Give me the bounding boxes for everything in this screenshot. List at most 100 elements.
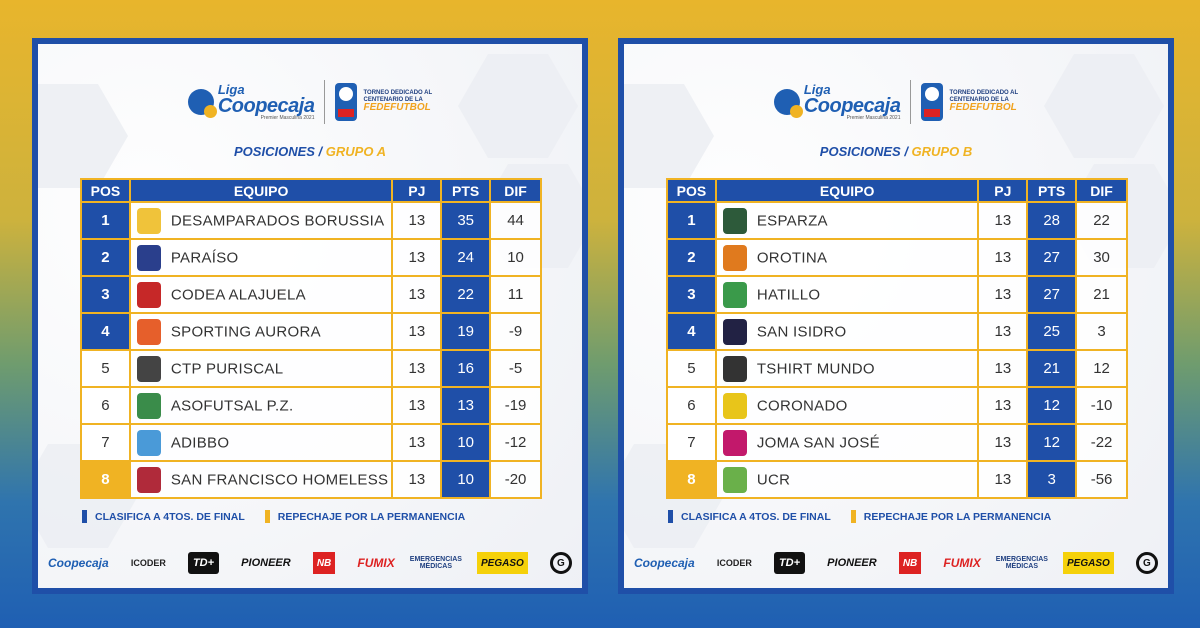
liga-name: Coopecaja [217, 95, 315, 117]
pos-cell: 1 [666, 201, 717, 240]
legend-label: CLASIFICA A 4TOS. DE FINAL [95, 510, 245, 523]
sponsor-icoder: ICODER [130, 558, 166, 568]
table-row: 4 SAN ISIDRO 13 25 3 [666, 312, 1128, 351]
legend-playoff: REPECHAJE POR LA PERMANENCIA [264, 510, 466, 523]
team-crest-icon [136, 466, 161, 493]
coopecaja-logo-icon [187, 89, 217, 118]
standings-label: POSICIONES [819, 144, 901, 159]
sponsor-fumix: FUMIX [943, 556, 981, 570]
liga-label: Liga [803, 82, 831, 97]
sponsor-emergencias: EMERGENCIAS MÉDICAS [995, 556, 1048, 570]
pts-cell: 19 [440, 312, 492, 351]
team-name: SPORTING AURORA [170, 323, 321, 340]
sponsor-pioneer: PIONEER [241, 557, 291, 569]
pts-cell: 3 [1026, 460, 1078, 499]
liga-label: Liga [217, 82, 245, 97]
sponsor-pegaso: PEGASO [1062, 552, 1114, 574]
table-row: 2 OROTINA 13 27 30 [666, 238, 1128, 277]
col-pos: POS [80, 178, 131, 203]
dif-cell: 12 [1075, 349, 1128, 388]
pos-cell: 4 [80, 312, 131, 351]
team-cell: SPORTING AURORA [128, 312, 394, 351]
pts-cell: 35 [440, 201, 492, 240]
pos-cell: 2 [80, 238, 131, 277]
sponsor-tdm: TD+ [187, 552, 220, 574]
torneo-line: CENTENARIO DE LA [363, 96, 423, 103]
dif-cell: -10 [1075, 386, 1128, 425]
dif-cell: -19 [489, 386, 542, 425]
table-body: 1 DESAMPARADOS BORUSSIA 13 35 44 2 PARAÍSO 13 24… [80, 201, 542, 499]
sponsor-g: G [549, 552, 572, 574]
team-name: TSHIRT MUNDO [756, 360, 875, 377]
table-row: 2 PARAÍSO 13 24 10 [80, 238, 542, 277]
pts-cell: 27 [1026, 275, 1078, 314]
torneo-text: TORNEO DEDICADO AL CENTENARIO DE LA FEDE… [363, 90, 432, 113]
panel-group-a: Liga Coopecaja Premier Masculina 2021 TO… [32, 38, 588, 594]
panel-inner: Liga Coopecaja Premier Masculina 2021 TO… [624, 44, 1168, 588]
pj-cell: 13 [391, 349, 443, 388]
pj-cell: 13 [977, 349, 1029, 388]
group-label: GRUPO A [325, 144, 386, 159]
team-crest-icon [136, 207, 161, 234]
legend-swatch [668, 510, 673, 523]
table-row: 6 ASOFUTSAL P.Z. 13 13 -19 [80, 386, 542, 425]
team-crest-icon [722, 392, 747, 419]
dif-cell: 30 [1075, 238, 1128, 277]
pts-cell: 21 [1026, 349, 1078, 388]
sponsor-pegaso: PEGASO [476, 552, 528, 574]
table-row: 8 SAN FRANCISCO HOMELESS 13 10 -20 [80, 460, 542, 499]
sponsor-nb: NB [898, 552, 922, 574]
team-cell: PARAÍSO [128, 238, 394, 277]
pj-cell: 13 [977, 386, 1029, 425]
legend-swatch [264, 510, 270, 523]
team-crest-icon [722, 207, 747, 234]
divider [910, 80, 912, 124]
table-row: 7 ADIBBO 13 10 -12 [80, 423, 542, 462]
legend-label: REPECHAJE POR LA PERMANENCIA [277, 510, 466, 523]
team-name: HATILLO [756, 286, 821, 303]
col-pts: PTS [1026, 178, 1078, 203]
sponsor-tdm: TD+ [773, 552, 806, 574]
sponsor-g: G [1135, 552, 1158, 574]
pj-cell: 13 [391, 201, 443, 240]
team-name: CORONADO [756, 397, 848, 414]
team-name: SAN FRANCISCO HOMELESS [170, 471, 389, 488]
team-crest-icon [722, 318, 747, 345]
brand-header: Liga Coopecaja Premier Masculina 2021 TO… [38, 72, 582, 132]
pos-cell: 3 [80, 275, 131, 314]
col-pj: PJ [391, 178, 443, 203]
table-row: 8 UCR 13 3 -56 [666, 460, 1128, 499]
pts-cell: 28 [1026, 201, 1078, 240]
pts-cell: 25 [1026, 312, 1078, 351]
legend-swatch [850, 510, 856, 523]
dif-cell: -20 [489, 460, 542, 499]
liga-logo: Liga Coopecaja Premier Masculina 2021 [187, 82, 315, 121]
pts-cell: 13 [440, 386, 492, 425]
pos-cell: 7 [80, 423, 131, 462]
pos-cell: 8 [666, 460, 717, 499]
pos-cell: 5 [80, 349, 131, 388]
pj-cell: 13 [977, 460, 1029, 499]
fedefutbol-label: FEDEFUTBOL [363, 102, 431, 114]
pts-cell: 24 [440, 238, 492, 277]
pj-cell: 13 [977, 423, 1029, 462]
team-name: CTP PURISCAL [170, 360, 284, 377]
legend-label: CLASIFICA A 4TOS. DE FINAL [681, 510, 831, 523]
team-cell: ADIBBO [128, 423, 394, 462]
sponsor-nb: NB [312, 552, 336, 574]
team-cell: JOMA SAN JOSÉ [714, 423, 980, 462]
team-name: PARAÍSO [170, 249, 239, 266]
table-row: 1 DESAMPARADOS BORUSSIA 13 35 44 [80, 201, 542, 240]
table-row: 7 JOMA SAN JOSÉ 13 12 -22 [666, 423, 1128, 462]
coopecaja-logo-icon [773, 89, 803, 118]
team-cell: DESAMPARADOS BORUSSIA [128, 201, 394, 240]
standings-table: POS EQUIPO PJ PTS DIF 1 ESPARZA 13 28 22 2 ORO… [666, 178, 1128, 499]
sponsor-icoder: ICODER [716, 558, 752, 568]
pts-cell: 22 [440, 275, 492, 314]
team-crest-icon [722, 429, 747, 456]
sponsor-bar: Coopecaja ICODER TD+ PIONEER NB FUMIX EM… [634, 544, 1158, 582]
dif-cell: -9 [489, 312, 542, 351]
standings-title: POSICIONES / GRUPO A [234, 144, 386, 159]
team-cell: ASOFUTSAL P.Z. [128, 386, 394, 425]
pos-cell: 6 [666, 386, 717, 425]
